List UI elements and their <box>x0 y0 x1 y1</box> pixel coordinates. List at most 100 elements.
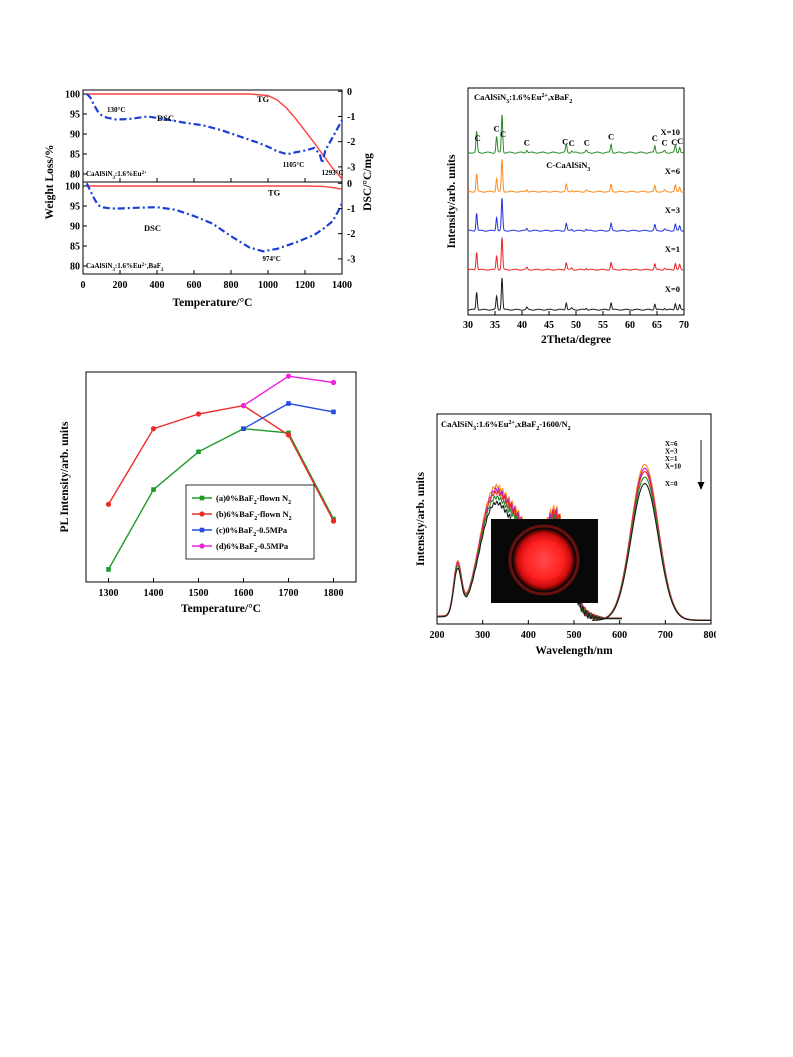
series-dsc-line <box>85 93 343 168</box>
data-point <box>331 409 336 415</box>
series-x3-line <box>467 198 685 232</box>
phase-marker: C <box>524 137 530 147</box>
phase-marker: C <box>661 137 667 147</box>
series-line <box>243 402 334 430</box>
annotation: DSC <box>144 223 161 233</box>
x-tick-label: 800 <box>224 280 239 291</box>
right-tick-label: 0 <box>347 179 352 190</box>
x-tick-label: 50 <box>571 320 581 331</box>
left-tick-label: 95 <box>70 110 80 121</box>
phase-marker: C <box>562 137 568 147</box>
annotation: DSC <box>157 113 174 123</box>
annotation: 974°C <box>262 255 280 263</box>
series-label: X=10 <box>665 463 682 471</box>
legend-entry: (b)6%BaF2-flown N2 <box>216 509 292 522</box>
x-tick-label: 400 <box>521 630 536 641</box>
x-tick-label: 30 <box>463 320 473 331</box>
panel-label: CaAlSiN3:1.6%Eu2+ <box>86 170 147 181</box>
x-tick-label: 500 <box>567 630 582 641</box>
x-tick-label: 1400 <box>332 280 352 291</box>
glowing-sample <box>513 529 575 591</box>
phase-marker: C <box>494 123 500 133</box>
data-point <box>241 426 246 431</box>
x-axis-label: Wavelength/nm <box>535 645 613 657</box>
left-tick-label: 100 <box>65 182 80 193</box>
chart-title: CaAlSiN3:1.6%Eu2+,xBaF2 <box>474 92 572 105</box>
x-tick-label: 60 <box>625 320 635 331</box>
left-tick-label: 80 <box>70 262 80 273</box>
legend-entry: (a)0%BaF2-flown N2 <box>216 493 291 506</box>
x-tick-label: 400 <box>150 280 165 291</box>
left-tick-label: 90 <box>70 130 80 141</box>
sample-holder-ring <box>508 524 580 596</box>
series-label: X=6 <box>665 166 680 176</box>
data-point <box>106 567 111 572</box>
series-x6-line <box>467 159 685 193</box>
x-axis-label: Temperature/°C <box>173 297 253 309</box>
right-tick-label: 0 <box>347 87 352 98</box>
data-point <box>286 401 291 406</box>
data-point <box>285 373 292 379</box>
series-label: X=10 <box>661 127 680 137</box>
pl-temperature-chart: 1300 1400 1500 1600 1700 1800 Temperature/°C PL… <box>59 371 357 615</box>
legend-entry: (c)0%BaF2-0.5MPa <box>216 525 288 538</box>
phase-marker: C <box>652 133 658 143</box>
x-tick-label: 1300 <box>99 588 119 599</box>
series-x1-line <box>467 237 685 271</box>
x-tick-label: 1600 <box>234 588 254 599</box>
series-label: X=0 <box>665 284 680 294</box>
phase-marker: C <box>500 129 506 139</box>
right-tick-label: -3 <box>347 254 355 265</box>
left-tick-label: 85 <box>70 242 80 253</box>
data-point <box>196 449 201 455</box>
x-tick-label: 700 <box>658 630 673 641</box>
y-axis-label: PL Intensity/arb. units <box>59 421 71 532</box>
panel-label: CaAlSiN3:1.6%Eu2+,BaF2 <box>86 262 164 273</box>
right-tick-label: -3 <box>347 162 355 173</box>
x-tick-label: 70 <box>679 320 689 331</box>
x-tick-label: 1000 <box>258 280 278 291</box>
data-point <box>195 411 202 417</box>
series-label: X=1 <box>665 455 678 463</box>
series-x10-line <box>467 114 685 154</box>
plot-frame <box>82 181 343 275</box>
x-tick-label: 55 <box>598 320 608 331</box>
annotation: TG <box>257 94 270 104</box>
data-point <box>240 403 247 409</box>
left-tick-label: 80 <box>70 170 80 181</box>
y-axis-label: Intensity/arb. units <box>446 154 458 248</box>
phase-marker: C <box>569 138 575 148</box>
series-label: X=1 <box>665 244 680 254</box>
series-label: X=6 <box>665 440 678 448</box>
legend-marker <box>199 511 205 517</box>
x-tick-label: 0 <box>81 280 86 291</box>
x-tick-label: 1500 <box>189 588 209 599</box>
x-tick-label: 40 <box>517 320 527 331</box>
legend-entry: (d)6%BaF2-0.5MPa <box>216 541 289 554</box>
x-axis-label: 2Theta/degree <box>541 334 611 346</box>
phase-marker: C <box>608 131 614 141</box>
y-axis-label: Intensity/arb. units <box>415 472 427 566</box>
series-label: X=3 <box>665 448 678 456</box>
series-line <box>243 375 334 407</box>
right-tick-label: -1 <box>347 112 355 123</box>
x-tick-label: 35 <box>490 320 500 331</box>
x-tick-label: 600 <box>187 280 202 291</box>
annotation: 1105°C <box>283 161 304 169</box>
x-tick-label: 200 <box>113 280 128 291</box>
x-tick-label: 600 <box>612 630 627 641</box>
x-tick-label: 65 <box>652 320 662 331</box>
phase-marker: C <box>671 137 677 147</box>
x-tick-label: 1200 <box>295 280 315 291</box>
x-tick-label: 1700 <box>279 588 299 599</box>
series-x0-line <box>467 277 685 311</box>
series-dsc-line <box>85 182 343 253</box>
annotation: TG <box>268 188 281 198</box>
chart-title: CaAlSiN3:1.6%Eu2+,xBaF2-1600/N2 <box>441 419 571 432</box>
x-tick-label: 200 <box>430 630 445 641</box>
x-tick-label: 300 <box>475 630 490 641</box>
x-tick-label: 1400 <box>144 588 164 599</box>
legend-marker <box>199 527 205 533</box>
data-point <box>151 487 156 492</box>
right-tick-label: -2 <box>347 229 355 240</box>
